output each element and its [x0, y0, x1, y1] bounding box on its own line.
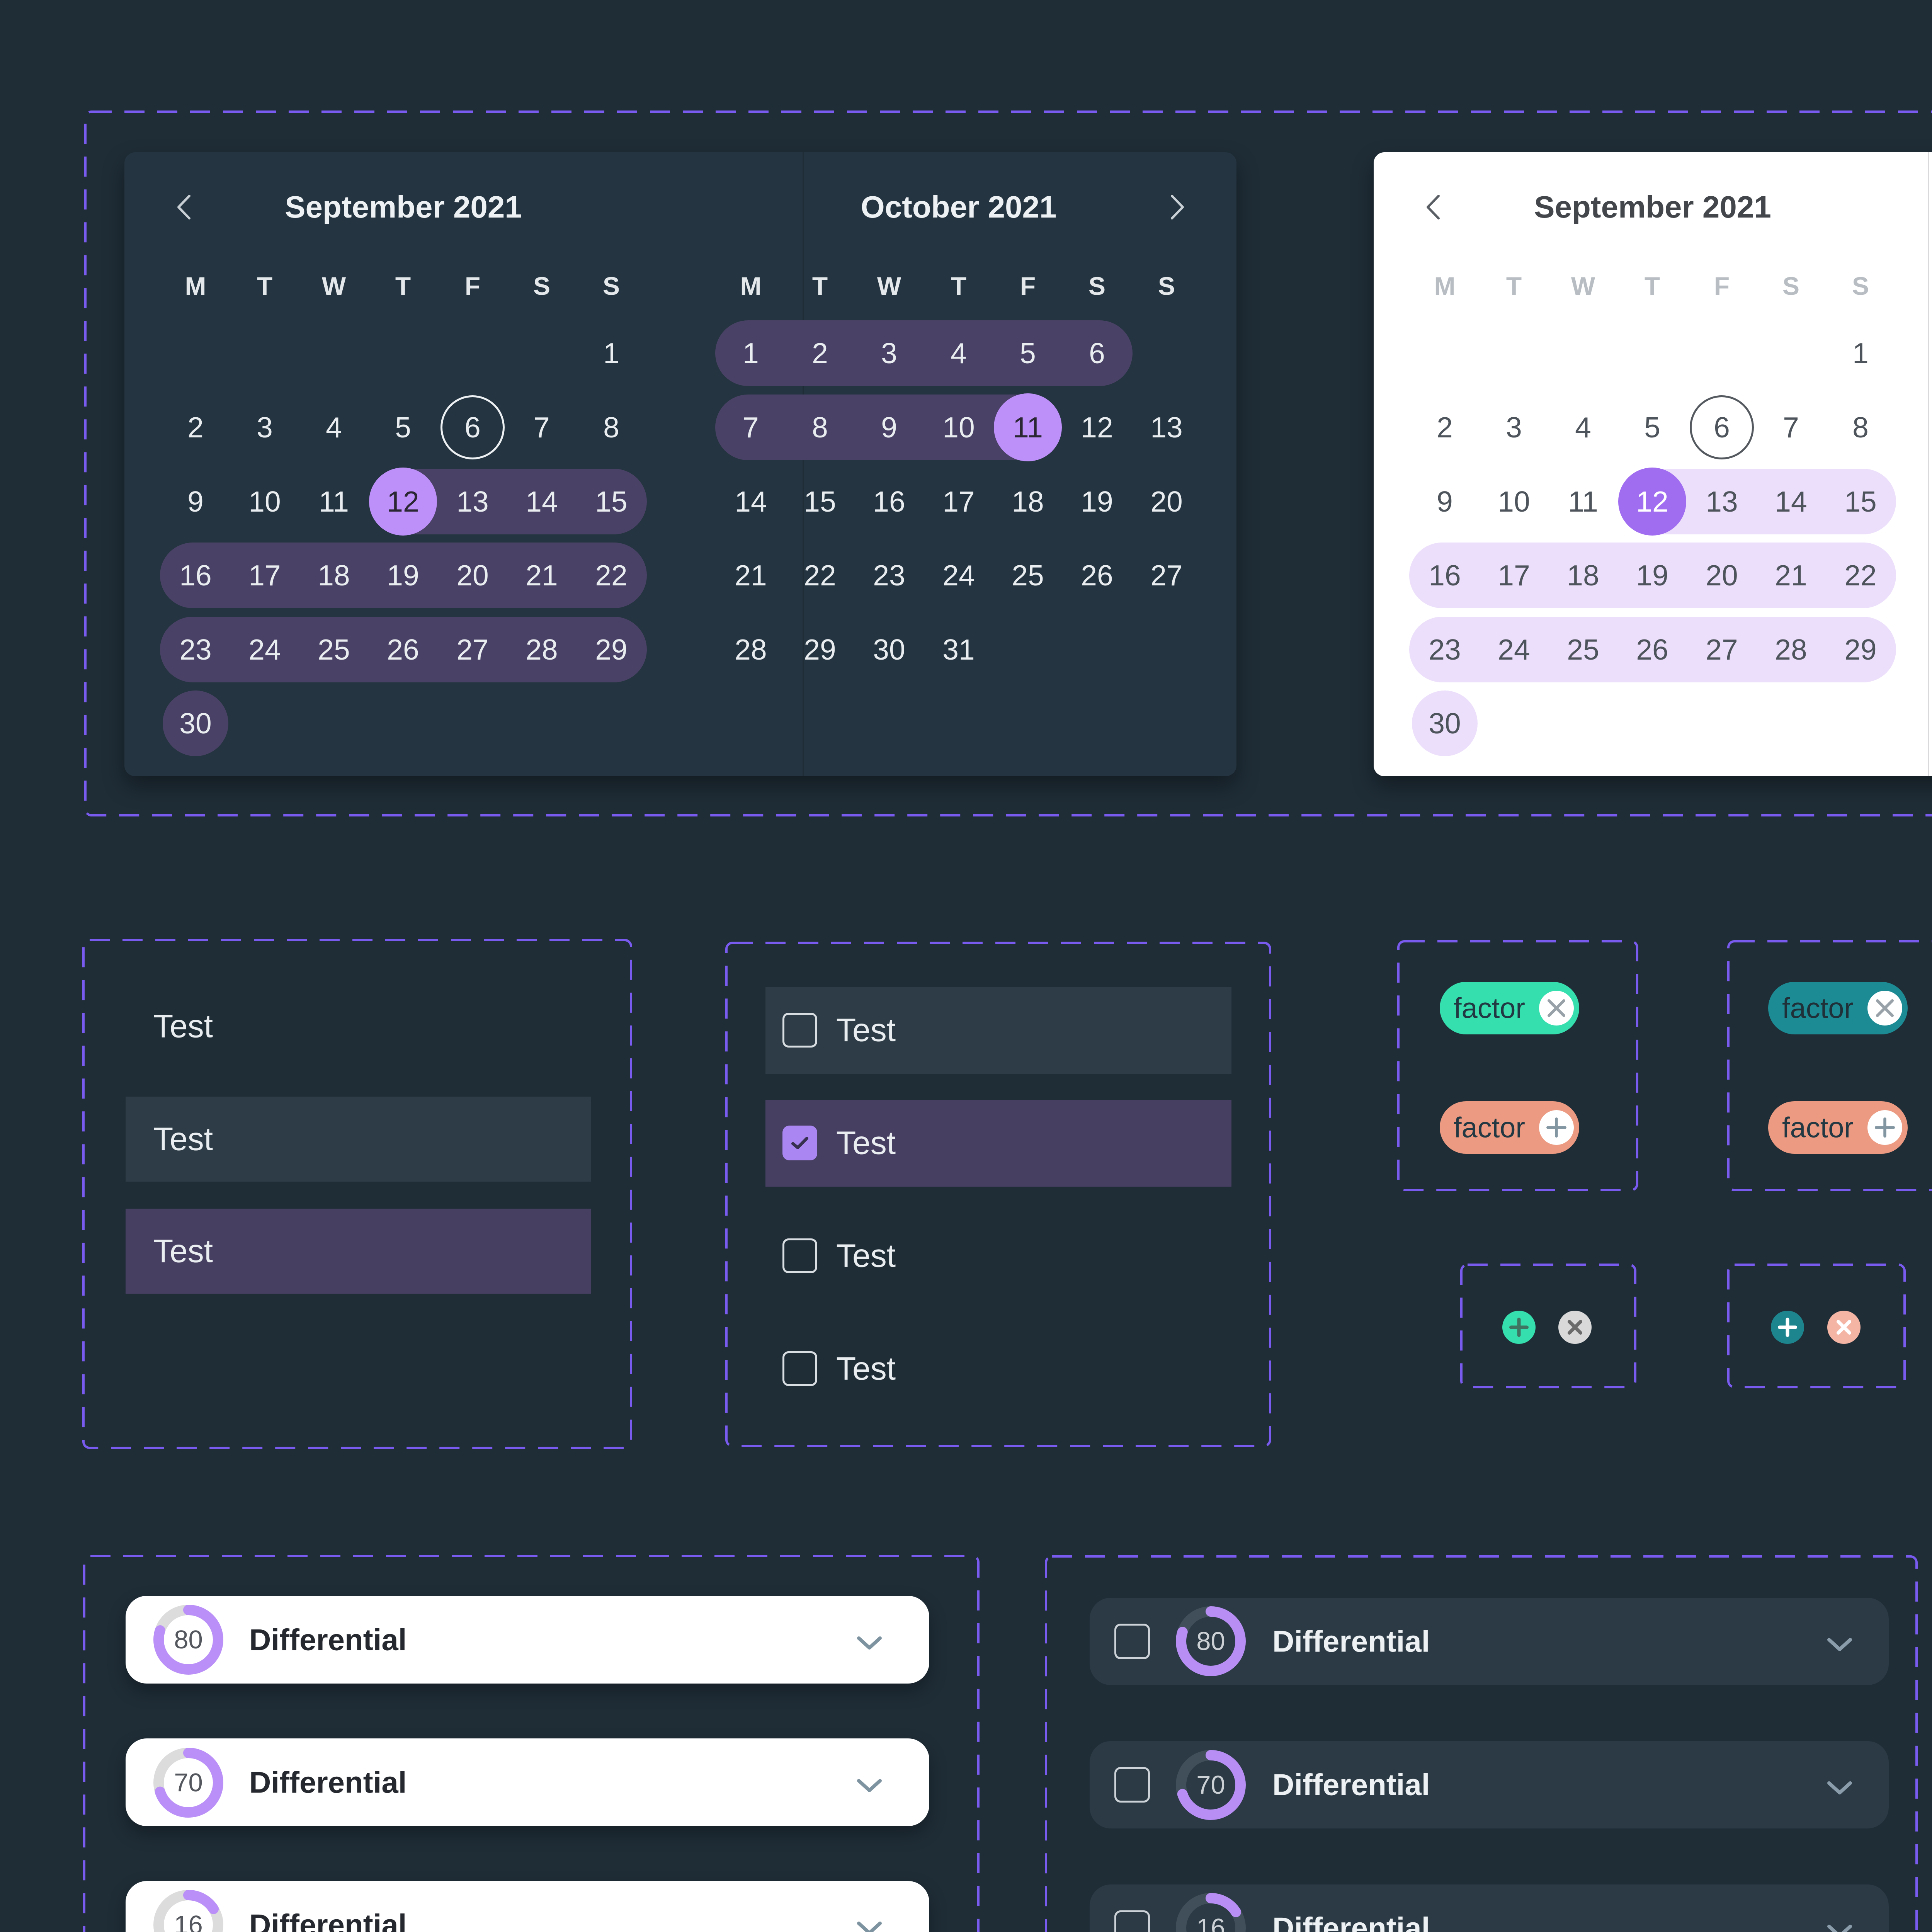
svg-text:80: 80 [1196, 1627, 1225, 1656]
svg-text:16: 16 [174, 1910, 203, 1932]
svg-text:80: 80 [174, 1625, 203, 1654]
svg-text:70: 70 [1196, 1770, 1225, 1799]
svg-text:70: 70 [174, 1768, 203, 1797]
svg-text:16: 16 [1196, 1913, 1225, 1932]
